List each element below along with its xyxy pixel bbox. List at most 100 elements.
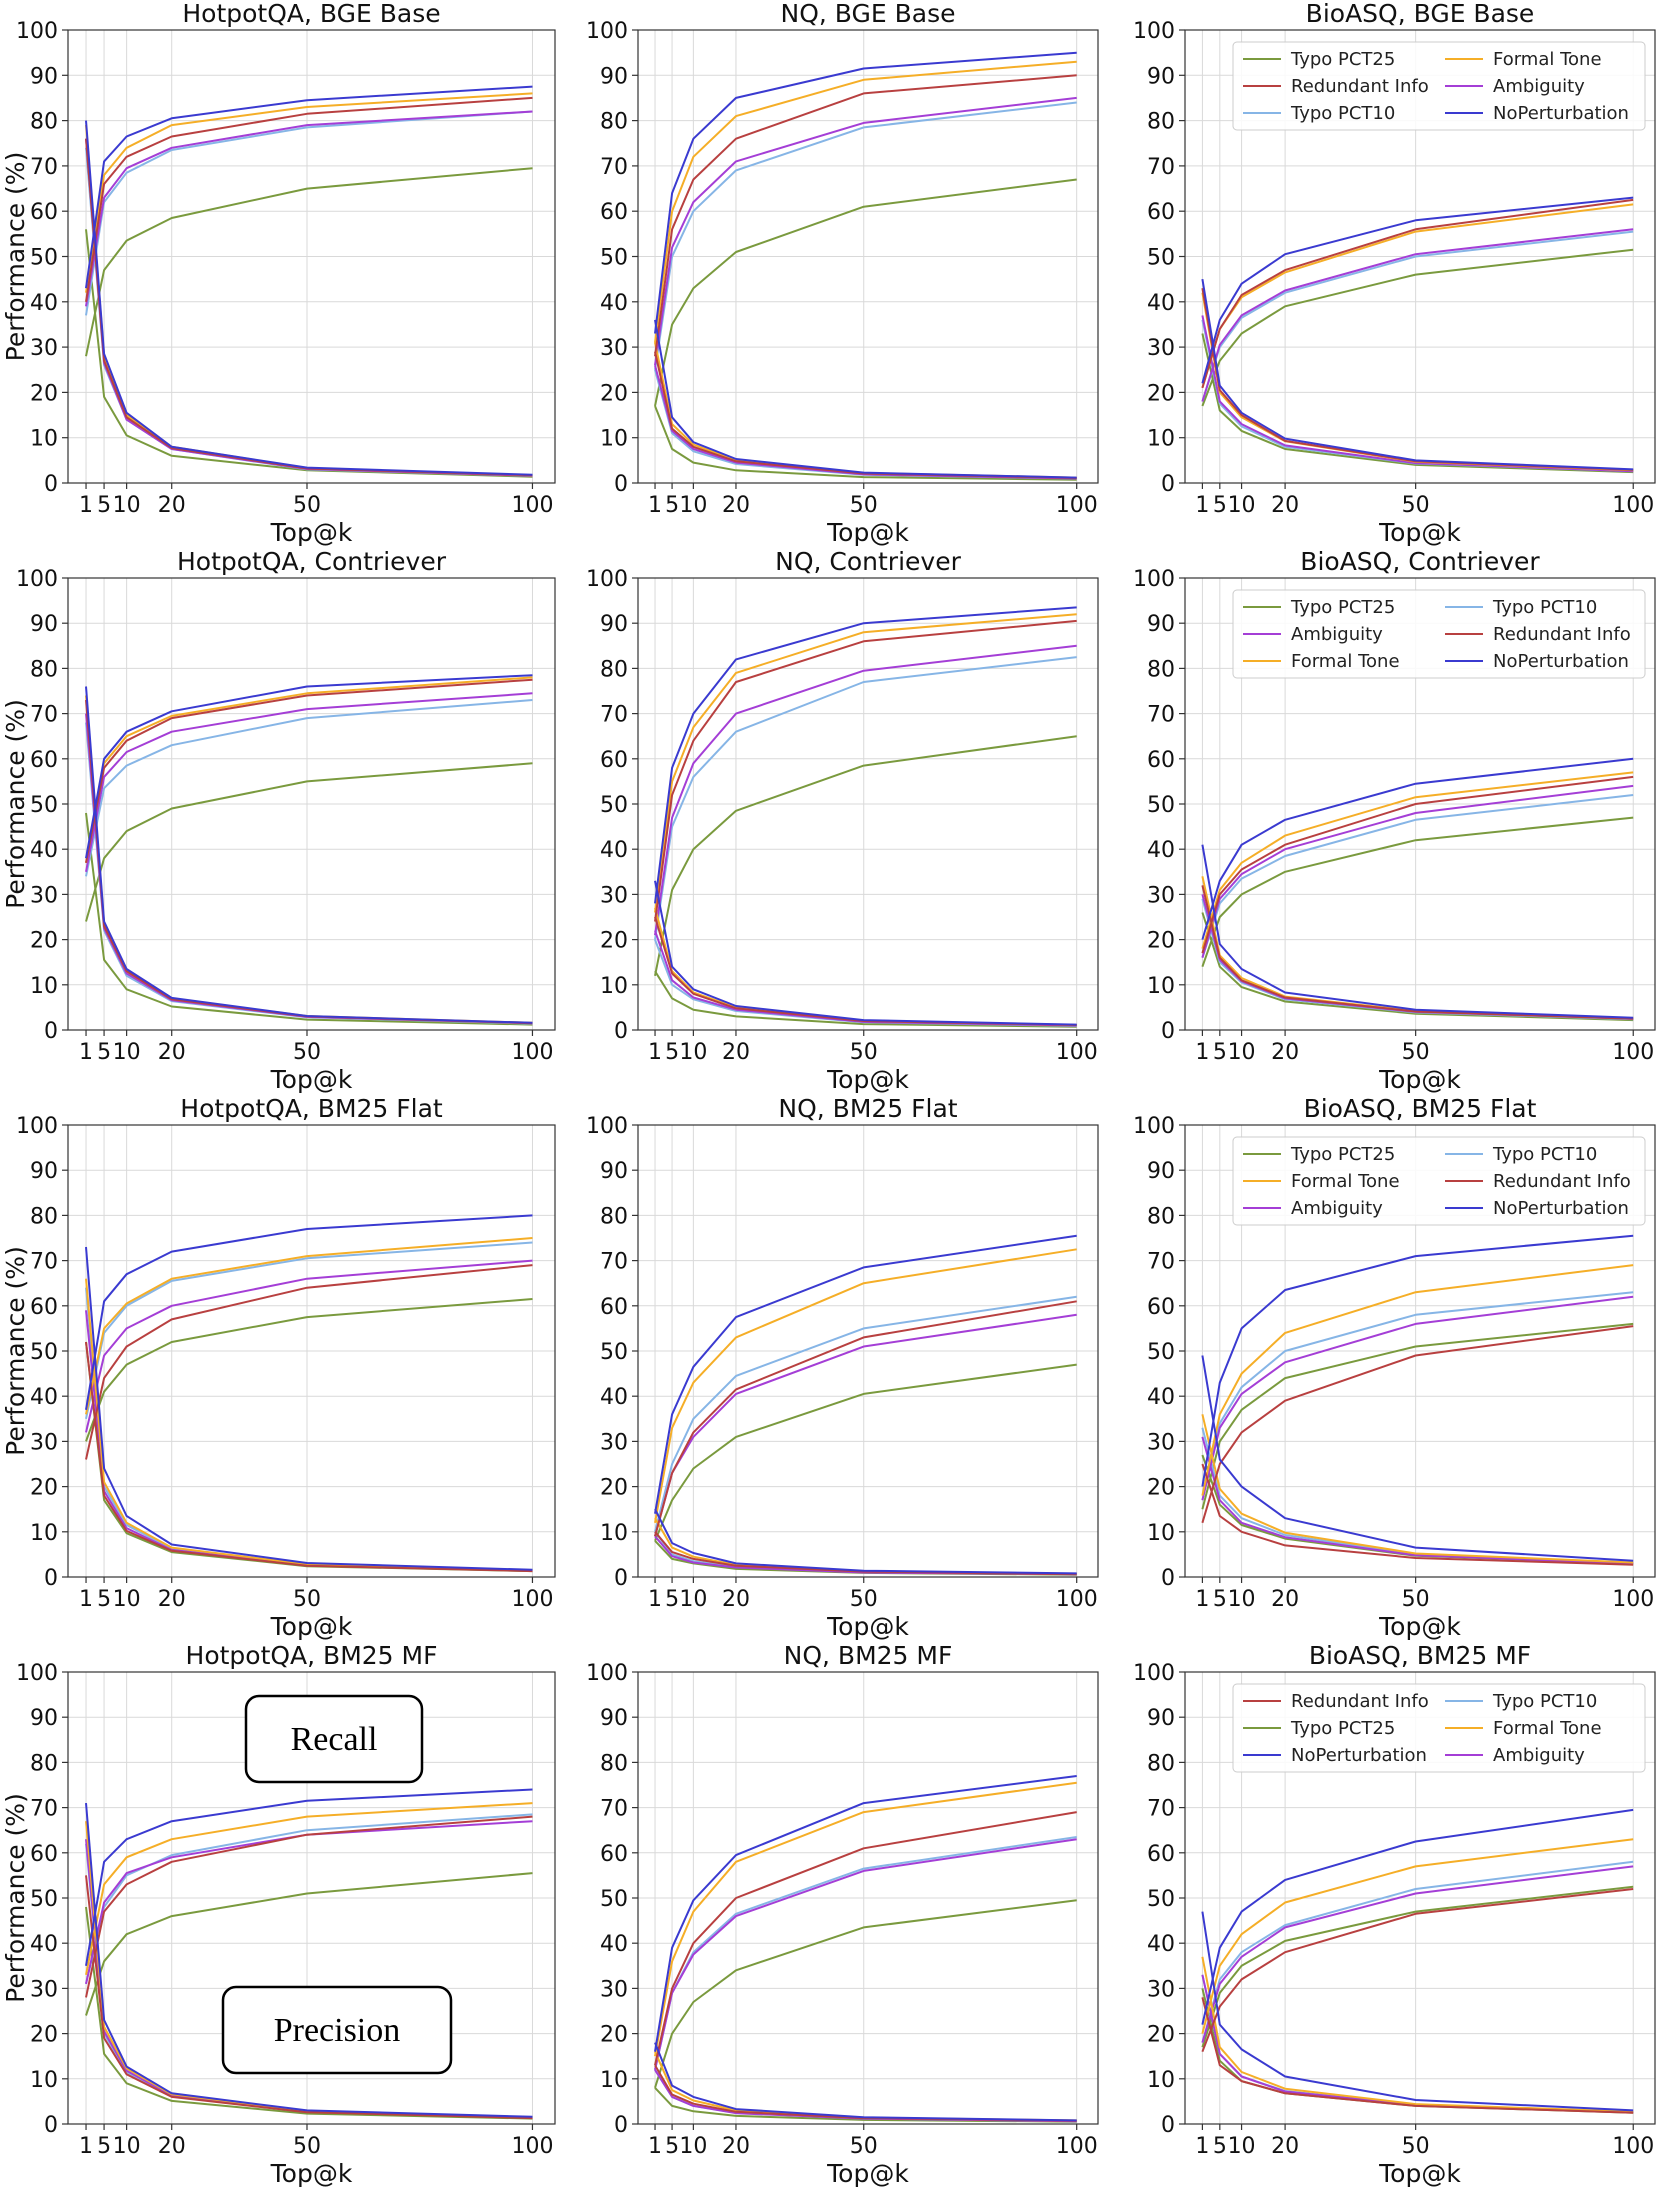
x-tick-label: 20 xyxy=(1271,1587,1299,1612)
series-formal-tone-precision-line xyxy=(85,125,533,477)
y-tick-label: 70 xyxy=(1147,703,1175,728)
series-formal-tone-recall-line xyxy=(654,613,1077,913)
series-typo-pct25-precision-line xyxy=(85,1906,533,2120)
y-tick-label: 70 xyxy=(1147,1797,1175,1822)
x-axis-label: Top@k xyxy=(1378,1612,1461,1641)
legend: Typo PCT25 Formal Tone Redundant Info Ambig… xyxy=(1232,41,1646,131)
legend-label-redundant-info: Redundant Info xyxy=(1493,624,1631,645)
x-tick-label: 5 xyxy=(665,1040,679,1065)
y-tick-label: 30 xyxy=(1147,1430,1175,1455)
y-tick-label: 100 xyxy=(1133,567,1175,592)
x-tick-label: 5 xyxy=(665,493,679,518)
series-noperturbation-recall-line xyxy=(654,1775,1077,2052)
y-axis-label: Performance (%) xyxy=(1,152,30,362)
series-typo-pct10-precision-line xyxy=(85,1843,533,2119)
y-tick-label: 50 xyxy=(1147,1340,1175,1365)
x-tick-label: 50 xyxy=(293,493,321,518)
x-tick-label: 5 xyxy=(97,1040,111,1065)
series-formal-tone-recall-line xyxy=(654,60,1077,343)
y-tick-label: 80 xyxy=(30,1751,58,1776)
y-tick-label: 100 xyxy=(1133,19,1175,44)
x-axis-label: Top@k xyxy=(270,518,353,547)
x-tick-label: 50 xyxy=(1402,493,1430,518)
series-noperturbation-recall-line xyxy=(85,85,533,289)
series-ambiguity-recall-line xyxy=(654,1313,1077,1537)
chart-title: NQ, BGE Base xyxy=(781,0,956,28)
legend-label-typo-pct25: Typo PCT25 xyxy=(1290,49,1395,70)
series-ambiguity-precision-line xyxy=(654,364,1077,480)
x-tick-label: 100 xyxy=(1612,1040,1654,1065)
y-tick-label: 10 xyxy=(1147,427,1175,452)
x-axis-label: Top@k xyxy=(1378,1065,1461,1094)
y-tick-label: 0 xyxy=(44,472,58,497)
y-tick-label: 100 xyxy=(586,1114,628,1139)
x-tick-label: 10 xyxy=(113,493,141,518)
y-tick-label: 100 xyxy=(16,1114,58,1139)
x-tick-label: 10 xyxy=(1228,1040,1256,1065)
y-axis-label: Performance (%) xyxy=(1,1246,30,1456)
x-tick-label: 10 xyxy=(679,1040,707,1065)
series-noperturbation-precision-line xyxy=(654,880,1077,1026)
series-ambiguity-precision-line xyxy=(1201,1974,1634,2114)
series-noperturbation-recall-line xyxy=(85,674,533,859)
y-tick-label: 10 xyxy=(600,974,628,999)
y-tick-label: 50 xyxy=(600,793,628,818)
series-typo-pct25-recall-line xyxy=(1201,1885,1634,2048)
x-tick-label: 50 xyxy=(1402,1040,1430,1065)
series-redundant-info-precision-line xyxy=(1201,1463,1634,1566)
series-redundant-info-precision-line xyxy=(85,699,533,1025)
series-typo-pct10-recall-line xyxy=(85,699,533,877)
y-tick-label: 80 xyxy=(30,110,58,135)
y-tick-label: 90 xyxy=(600,612,628,637)
chart-title: NQ, Contriever xyxy=(775,547,961,576)
y-tick-label: 80 xyxy=(600,1204,628,1229)
recall-annotation-label: Recall xyxy=(291,1721,378,1758)
x-tick-label: 100 xyxy=(1056,1587,1098,1612)
series-typo-pct25-recall-line xyxy=(1201,1322,1634,1510)
legend-frame xyxy=(1232,1136,1646,1226)
series-typo-pct25-recall-line xyxy=(1201,816,1634,968)
y-tick-label: 100 xyxy=(1133,1661,1175,1686)
series-formal-tone-recall-line xyxy=(1201,771,1634,949)
y-tick-label: 50 xyxy=(30,793,58,818)
series-noperturbation-recall-line xyxy=(1201,1808,1634,2025)
series-redundant-info-recall-line xyxy=(1201,1325,1634,1524)
y-tick-label: 90 xyxy=(600,64,628,89)
x-tick-label: 5 xyxy=(1213,1040,1227,1065)
series-typo-pct25-recall-line xyxy=(654,1899,1077,2089)
y-tick-label: 60 xyxy=(30,1842,58,1867)
x-tick-label: 10 xyxy=(679,493,707,518)
series-redundant-info-recall-line xyxy=(654,74,1077,357)
x-tick-label: 5 xyxy=(1213,2134,1227,2159)
y-tick-label: 100 xyxy=(16,1661,58,1686)
y-tick-label: 70 xyxy=(600,1797,628,1822)
series-noperturbation-recall-line xyxy=(654,606,1077,904)
series-ambiguity-precision-line xyxy=(85,1839,533,2119)
series-typo-pct25-precision-line xyxy=(1201,1988,1634,2114)
y-tick-label: 30 xyxy=(30,1430,58,1455)
x-tick-label: 5 xyxy=(97,493,111,518)
y-tick-label: 30 xyxy=(1147,1977,1175,2002)
series-ambiguity-precision-line xyxy=(1201,894,1634,1020)
series-noperturbation-recall-line xyxy=(654,51,1077,334)
series-ambiguity-recall-line xyxy=(85,1820,533,1985)
series-typo-pct10-recall-line xyxy=(654,101,1077,370)
y-tick-label: 0 xyxy=(1161,1019,1175,1044)
y-tick-label: 60 xyxy=(600,1295,628,1320)
y-tick-label: 40 xyxy=(30,291,58,316)
series-noperturbation-precision-line xyxy=(654,319,1077,479)
x-tick-label: 5 xyxy=(97,2134,111,2159)
x-tick-label: 1 xyxy=(648,1587,662,1612)
y-tick-label: 40 xyxy=(30,1385,58,1410)
y-tick-label: 20 xyxy=(30,929,58,954)
y-tick-label: 50 xyxy=(600,1887,628,1912)
x-tick-label: 20 xyxy=(158,493,186,518)
y-tick-label: 30 xyxy=(600,1977,628,2002)
y-tick-label: 50 xyxy=(1147,793,1175,818)
x-tick-label: 20 xyxy=(1271,493,1299,518)
x-tick-label: 50 xyxy=(293,1040,321,1065)
y-tick-label: 100 xyxy=(586,1661,628,1686)
